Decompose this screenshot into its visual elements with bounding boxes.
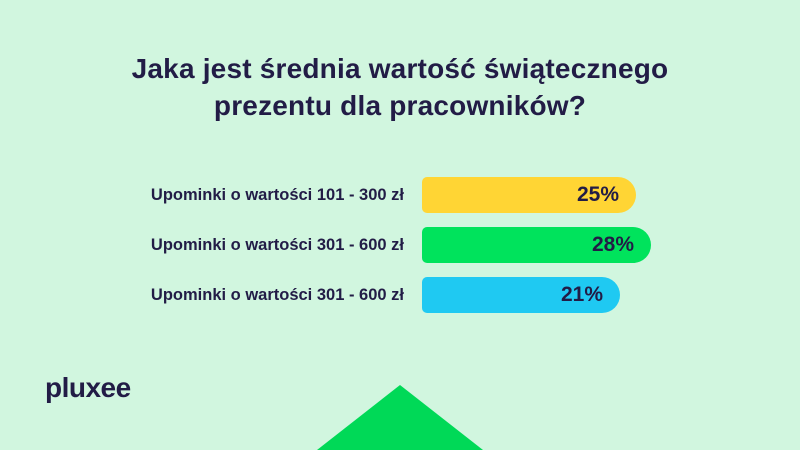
bar-yellow: 25% bbox=[422, 177, 636, 213]
page-title: Jaka jest średnia wartość świątecznego p… bbox=[0, 50, 800, 124]
pluxee-logo: pluxee bbox=[45, 372, 131, 403]
bar-green: 28% bbox=[422, 227, 651, 263]
bar-value-label: 28% bbox=[591, 233, 634, 256]
page-title-line-2: prezentu dla pracowników? bbox=[213, 90, 587, 121]
chart-row: Upominki o wartości 101 - 300 zł 25% bbox=[0, 177, 800, 213]
bar-label: Upominki o wartości 301 - 600 zł bbox=[150, 236, 404, 254]
bar-label: Upominki o wartości 101 - 300 zł bbox=[150, 186, 404, 204]
page-title-line-1: Jaka jest średnia wartość świątecznego bbox=[131, 53, 669, 84]
chart-row: Upominki o wartości 301 - 600 zł 28% bbox=[0, 227, 800, 263]
bar-blue: 21% bbox=[422, 277, 620, 313]
bar-value-label: 25% bbox=[576, 183, 619, 206]
up-arrow-triangle-decoration bbox=[317, 385, 483, 450]
chart-row: Upominki o wartości 301 - 600 zł 21% bbox=[0, 277, 800, 313]
bar-value-label: 21% bbox=[560, 283, 603, 306]
bar-label: Upominki o wartości 301 - 600 zł bbox=[150, 286, 404, 304]
